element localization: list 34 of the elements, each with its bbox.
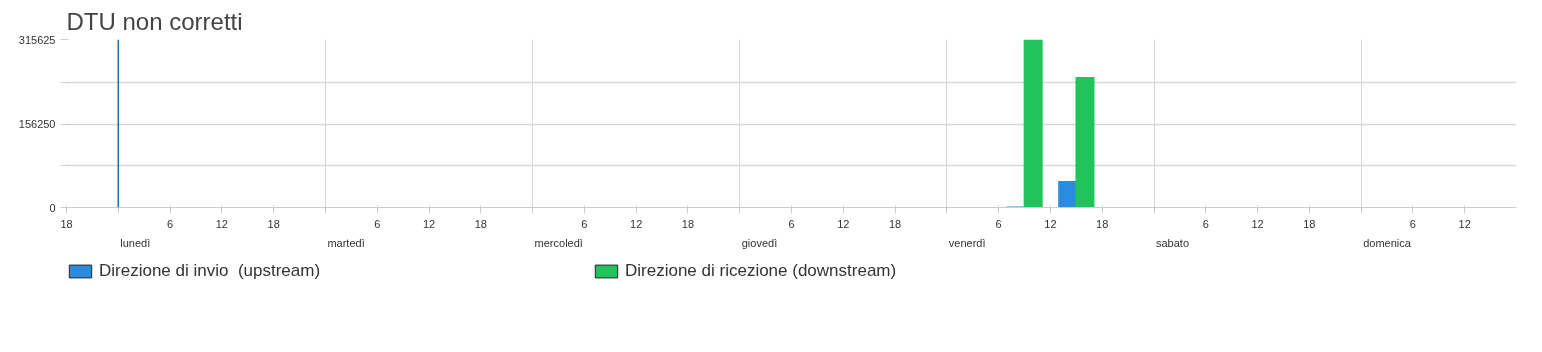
text: lunedì xyxy=(120,236,151,249)
x-tick-label: 18 xyxy=(267,217,280,230)
x-tick-label: 12 xyxy=(630,217,643,230)
legend-label: Direzione di ricezione (downstream) xyxy=(625,261,898,281)
x-tick-label: 18 xyxy=(1096,217,1109,230)
x-tick-label: 12 xyxy=(215,217,228,230)
x-tick-label: 12 xyxy=(837,217,850,230)
x-tick-label: 12 xyxy=(1044,217,1057,230)
x-tick-label: 6 xyxy=(1409,217,1416,230)
x-tick-label: 6 xyxy=(1202,217,1209,230)
x-tick-label: 6 xyxy=(788,217,795,230)
x-tick-label: 12 xyxy=(1251,217,1264,230)
text: venerdì xyxy=(948,236,986,249)
x-tick-label: 18 xyxy=(60,217,73,230)
x-tick-label: 6 xyxy=(995,217,1002,230)
text: mercoledì xyxy=(534,236,583,249)
x-tick-label: 12 xyxy=(422,217,436,230)
text: martedì xyxy=(327,236,365,249)
x-tick-label: 6 xyxy=(374,217,381,230)
x-tick-label: 6 xyxy=(581,217,588,230)
text: giovedì xyxy=(741,236,778,249)
x-tick-label: 18 xyxy=(681,217,695,230)
y-tick-label: 315625 xyxy=(18,33,56,46)
legend-label: Direzione di invio (upstream) xyxy=(99,261,322,281)
x-tick-label: 6 xyxy=(167,217,174,230)
chart-title: DTU non corretti xyxy=(66,7,243,35)
y-tick-label: 0 xyxy=(49,201,56,214)
y-tick-label: 156250 xyxy=(18,118,56,131)
x-tick-label: 18 xyxy=(474,217,487,230)
x-tick-label: 18 xyxy=(1303,217,1316,230)
x-tick-label: 18 xyxy=(888,217,902,230)
text: domenica xyxy=(1363,236,1412,249)
text: sabato xyxy=(1156,236,1190,249)
x-tick-label: 12 xyxy=(1458,217,1471,230)
